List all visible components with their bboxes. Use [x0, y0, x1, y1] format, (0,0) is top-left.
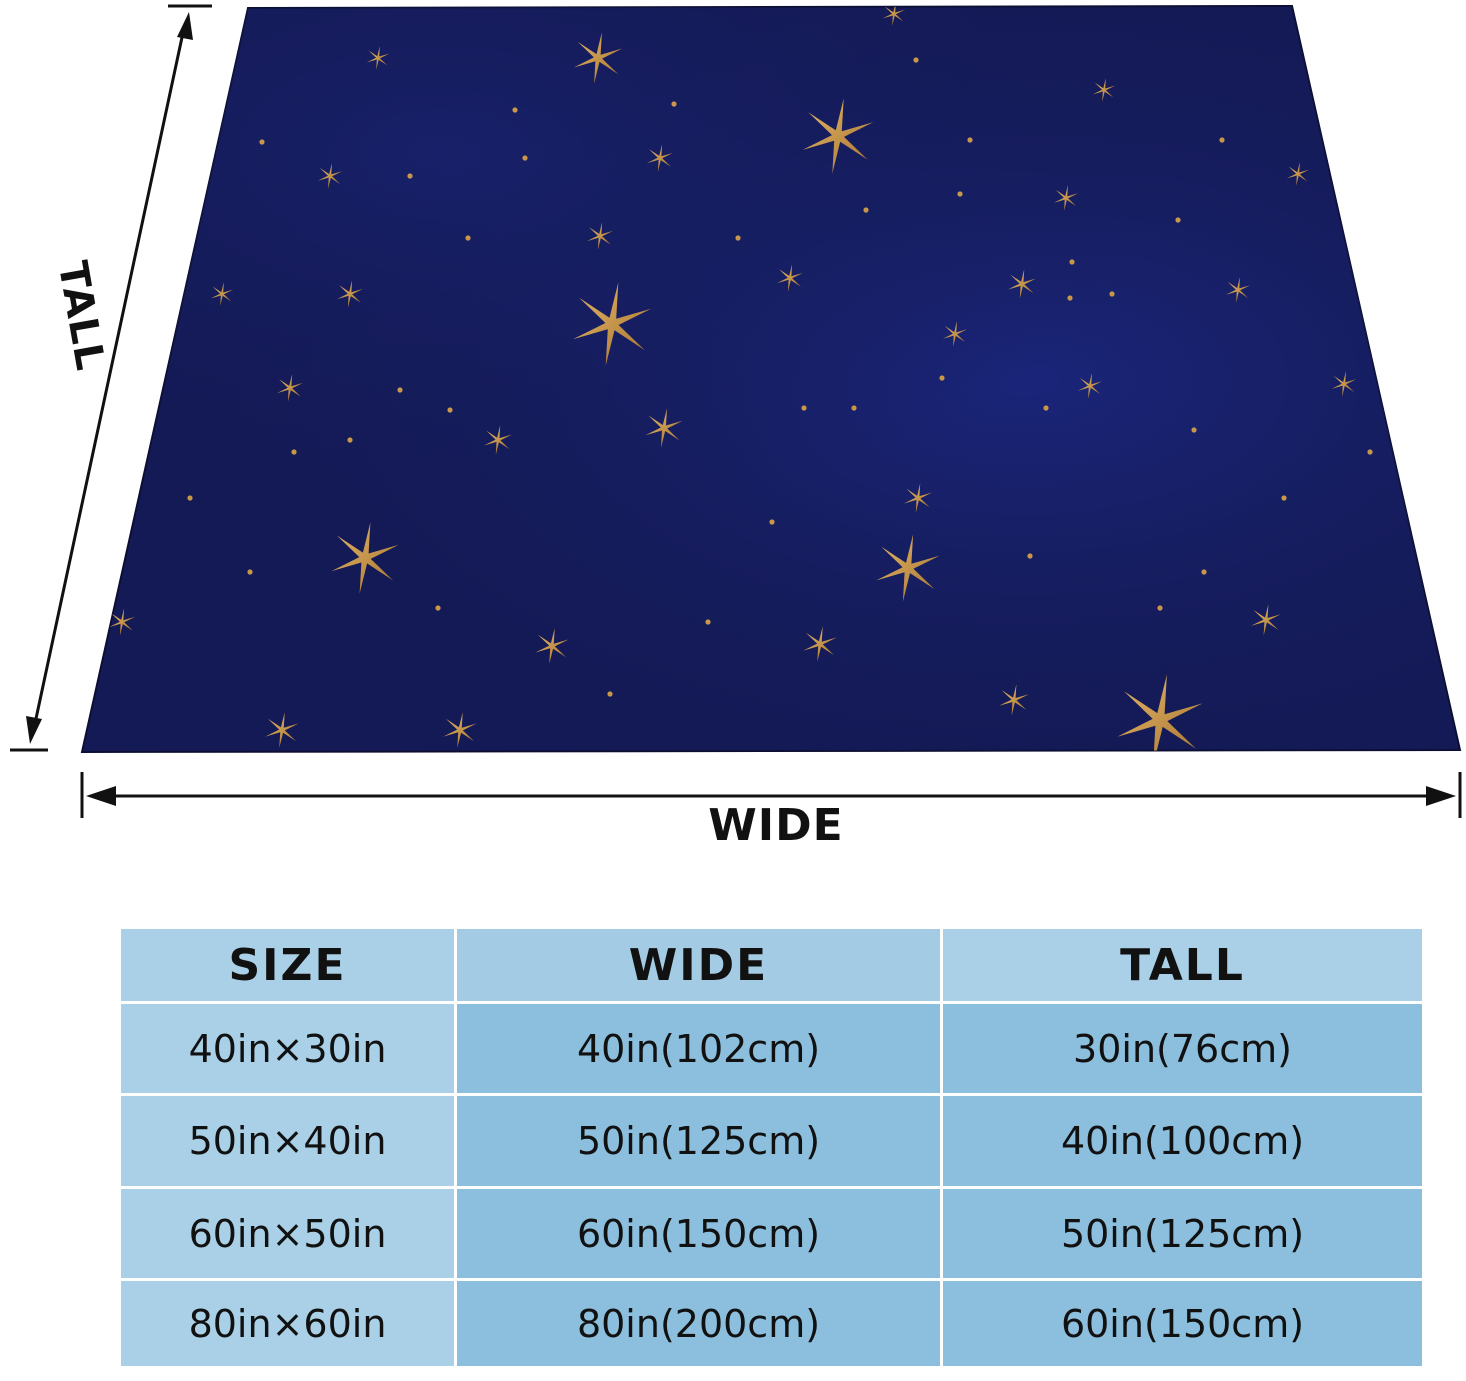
small-star-icon: [1067, 295, 1073, 301]
star-icon: [535, 628, 569, 664]
table-cell-tall: 30in(76cm): [943, 1004, 1422, 1093]
small-star-icon: [1175, 217, 1181, 223]
star-icon: [366, 46, 390, 70]
small-star-icon: [347, 437, 353, 443]
star-icon: [443, 712, 477, 748]
star-icon: [1286, 162, 1310, 186]
table-cell-wide: 80in(200cm): [457, 1281, 940, 1366]
product-illustration: [10, 4, 1462, 818]
small-star-icon: [913, 57, 919, 63]
tall-dimension-arrow: [10, 4, 212, 752]
small-star-icon: [465, 235, 471, 241]
star-icon: [777, 264, 803, 292]
small-star-icon: [247, 569, 253, 575]
table-cell-size: 60in×50in: [121, 1189, 454, 1278]
table-header-wide: WIDE: [457, 929, 940, 1001]
star-icon: [1077, 373, 1103, 399]
star-icon: [802, 98, 874, 174]
star-icon: [337, 280, 363, 308]
star-icon: [647, 144, 673, 172]
small-star-icon: [435, 605, 441, 611]
star-icon: [999, 684, 1029, 716]
star-icon: [573, 32, 623, 84]
star-icon: [484, 425, 512, 455]
small-star-icon: [1367, 449, 1373, 455]
star-icon: [882, 6, 906, 26]
star-icon: [1053, 185, 1079, 211]
star-icon: [876, 534, 940, 602]
small-star-icon: [851, 405, 857, 411]
star-icon: [317, 163, 343, 189]
small-star-icon: [957, 191, 963, 197]
star-icon: [1008, 269, 1036, 299]
small-star-icon: [607, 691, 613, 697]
small-star-icon: [1191, 427, 1197, 433]
small-star-icon: [967, 137, 973, 143]
table-cell-tall: 50in(125cm): [943, 1189, 1422, 1278]
table-cell-size: 50in×40in: [121, 1096, 454, 1186]
small-star-icon: [291, 449, 297, 455]
small-star-icon: [1201, 569, 1207, 575]
small-star-icon: [1069, 259, 1075, 265]
star-icon: [803, 626, 837, 662]
small-star-icon: [512, 107, 518, 113]
star-icon: [1251, 604, 1281, 636]
small-star-icon: [407, 173, 413, 179]
small-star-icon: [1281, 495, 1287, 501]
table-cell-size: 40in×30in: [121, 1004, 454, 1093]
small-star-icon: [939, 375, 945, 381]
small-star-icon: [1043, 405, 1049, 411]
star-icon: [210, 282, 234, 306]
table-cell-tall: 40in(100cm): [943, 1096, 1422, 1186]
table-cell-size: 80in×60in: [121, 1281, 454, 1366]
table-header-size: SIZE: [121, 929, 454, 1001]
small-star-icon: [705, 619, 711, 625]
star-icon: [572, 282, 652, 366]
star-icon: [265, 712, 299, 748]
small-star-icon: [1157, 605, 1163, 611]
small-star-icon: [801, 405, 807, 411]
blanket: [80, 4, 1462, 754]
size-table: SIZE WIDE TALL 40in×30in 40in(102cm) 30i…: [121, 929, 1422, 1379]
small-star-icon: [187, 495, 193, 501]
star-icon: [109, 608, 135, 636]
gold-stars-icon: [109, 6, 1373, 752]
small-star-icon: [671, 101, 677, 107]
star-icon: [645, 408, 683, 448]
table-header-tall: TALL: [943, 929, 1422, 1001]
wide-dimension-arrow: [80, 772, 1462, 818]
table-cell-wide: 50in(125cm): [457, 1096, 940, 1186]
star-icon: [1092, 78, 1116, 102]
star-icon: [1225, 277, 1251, 303]
small-star-icon: [397, 387, 403, 393]
small-star-icon: [259, 139, 265, 145]
star-icon: [1331, 371, 1357, 397]
wide-label: WIDE: [708, 800, 844, 851]
small-star-icon: [447, 407, 453, 413]
table-cell-tall: 60in(150cm): [943, 1281, 1422, 1366]
star-icon: [331, 522, 399, 594]
small-star-icon: [522, 155, 528, 161]
star-icon: [942, 321, 968, 347]
small-star-icon: [1027, 553, 1033, 559]
star-icon: [904, 483, 932, 513]
small-star-icon: [863, 207, 869, 213]
table-cell-wide: 40in(102cm): [457, 1004, 940, 1093]
star-icon: [1117, 674, 1203, 752]
small-star-icon: [1109, 291, 1115, 297]
small-star-icon: [735, 235, 741, 241]
star-icon: [277, 374, 303, 402]
star-icon: [587, 222, 613, 250]
small-star-icon: [1219, 137, 1225, 143]
small-star-icon: [769, 519, 775, 525]
table-cell-wide: 60in(150cm): [457, 1189, 940, 1278]
